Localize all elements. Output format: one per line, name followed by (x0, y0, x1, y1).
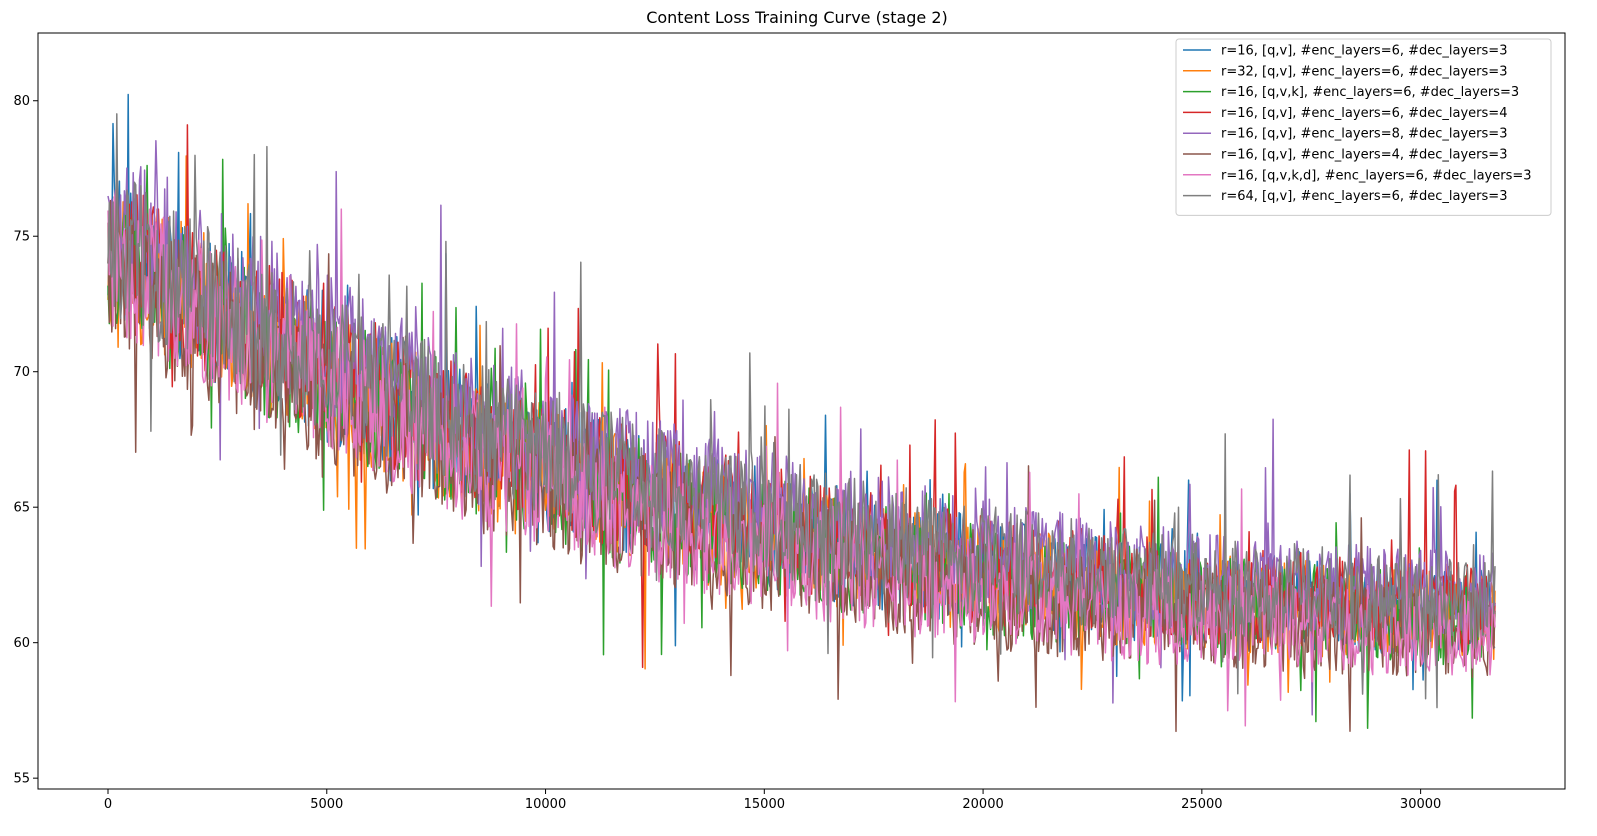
legend-label: r=16, [q,v,k], #enc_layers=6, #dec_layer… (1221, 85, 1519, 100)
legend-label: r=16, [q,v], #enc_layers=6, #dec_layers=… (1221, 106, 1507, 121)
y-tick-label: 60 (13, 636, 30, 651)
legend-label: r=16, [q,v], #enc_layers=6, #dec_layers=… (1221, 44, 1507, 59)
legend-box (1175, 38, 1552, 216)
chart-title: Content Loss Training Curve (stage 2) (646, 8, 948, 27)
legend-label: r=32, [q,v], #enc_layers=6, #dec_layers=… (1221, 64, 1507, 79)
y-tick-label: 80 (13, 94, 30, 109)
x-tick-label: 25000 (1181, 797, 1222, 812)
series-line-8 (107, 113, 1496, 709)
legend-label: r=16, [q,v,k,d], #enc_layers=6, #dec_lay… (1221, 168, 1532, 183)
y-tick-label: 70 (13, 365, 30, 380)
axes-frame (37, 32, 1566, 790)
x-tick-label: 10000 (525, 797, 566, 812)
y-tick-label: 55 (13, 772, 30, 787)
legend-label: r=16, [q,v], #enc_layers=8, #dec_layers=… (1221, 127, 1507, 142)
x-tick-label: 5000 (310, 797, 343, 812)
x-tick-label: 20000 (962, 797, 1003, 812)
legend-label: r=16, [q,v], #enc_layers=4, #dec_layers=… (1221, 148, 1507, 163)
y-tick-label: 75 (13, 230, 30, 245)
x-tick-label: 15000 (744, 797, 785, 812)
legend: r=16, [q,v], #enc_layers=6, #dec_layers=… (1175, 38, 1552, 216)
axes: 0 5000 10000 15000 20000 25000 30000 55 60 65 70 75… (13, 32, 1566, 812)
x-tick-label: 0 (104, 797, 112, 812)
plot-area (107, 93, 1496, 733)
y-tick-label: 65 (13, 501, 30, 516)
legend-label: r=64, [q,v], #enc_layers=6, #dec_layers=… (1221, 189, 1507, 204)
x-tick-label: 30000 (1400, 797, 1441, 812)
